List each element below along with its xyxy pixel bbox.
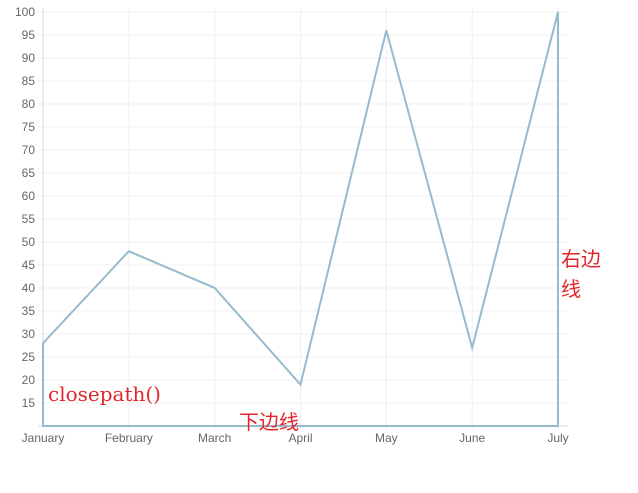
x-tick-label: May	[375, 431, 398, 445]
y-tick-label: 65	[22, 166, 36, 180]
y-tick-label: 20	[22, 373, 36, 387]
y-tick-label: 80	[22, 97, 36, 111]
bottom-edge-annotation: 下边线	[239, 410, 299, 434]
x-tick-label: January	[22, 431, 65, 445]
y-tick-label: 60	[22, 189, 36, 203]
y-tick-label: 95	[22, 28, 36, 42]
right-edge-annotation: 右边	[561, 247, 601, 271]
closepath-annotation: closepath()	[48, 382, 161, 406]
y-tick-label: 30	[22, 327, 36, 341]
y-tick-label: 90	[22, 51, 36, 65]
y-tick-label: 75	[22, 120, 36, 134]
y-tick-label: 25	[22, 350, 36, 364]
y-tick-label: 35	[22, 304, 36, 318]
y-tick-label: 85	[22, 74, 36, 88]
x-tick-label: July	[547, 431, 568, 445]
y-tick-label: 100	[15, 5, 35, 19]
right-edge-annotation-line2: 线	[561, 277, 581, 301]
label-layer: 15 20 25 30 35 40 45 50 55 60 65 70 75 80 85 90 95 100 Jan…	[15, 5, 569, 445]
series-layer	[42, 11, 559, 427]
x-tick-label: June	[459, 431, 485, 445]
series-line-0	[42, 11, 559, 427]
y-tick-label: 70	[22, 143, 36, 157]
x-tick-label: April	[288, 431, 312, 445]
axis-layer	[38, 8, 568, 427]
y-tick-label: 40	[22, 281, 36, 295]
x-tick-label: February	[105, 431, 153, 445]
x-tick-label: March	[198, 431, 231, 445]
y-tick-label: 15	[22, 396, 36, 410]
y-tick-label: 50	[22, 235, 36, 249]
grid-layer	[38, 8, 568, 431]
y-tick-label: 45	[22, 258, 36, 272]
y-tick-label: 55	[22, 212, 36, 226]
